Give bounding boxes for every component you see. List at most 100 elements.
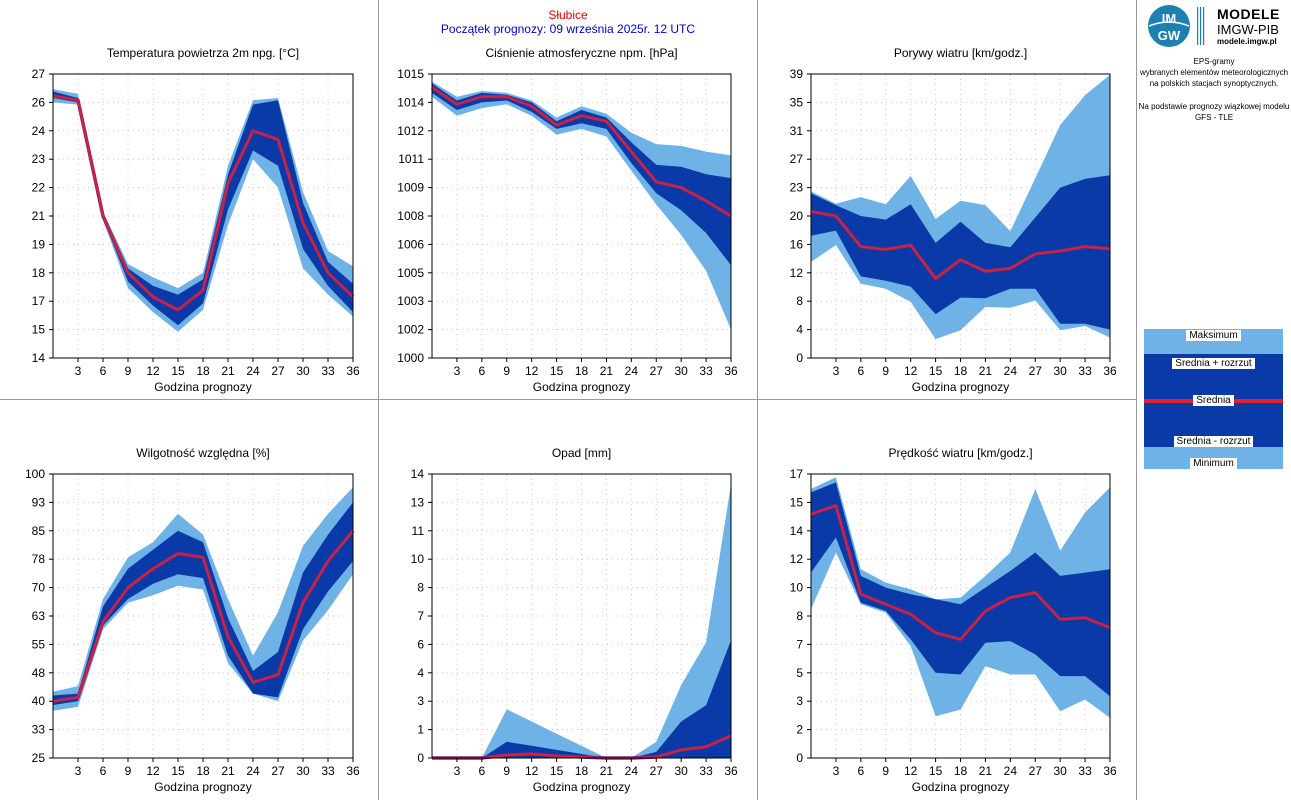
humidity-xtick-label: 24 xyxy=(246,764,260,778)
gusts-ytick-label: 4 xyxy=(796,323,803,337)
gusts-xtick-label: 36 xyxy=(1103,364,1117,378)
wind-mean-line xyxy=(810,504,1111,641)
gusts-xlabel: Godzina prognozy xyxy=(912,380,1009,394)
humidity-ytick-label: 40 xyxy=(32,694,46,708)
temp-xtick-label: 3 xyxy=(75,364,82,378)
pressure-ytick-label: 1006 xyxy=(397,237,424,251)
charts-canvas: Temperatura powietrza 2m npg. [°C]141517… xyxy=(0,0,1137,800)
humidity-xtick-label: 3 xyxy=(75,764,82,778)
pressure-ytick-label: 1009 xyxy=(397,181,424,195)
humidity-ytick-label: 63 xyxy=(32,609,46,623)
humidity-xtick-label: 27 xyxy=(271,764,285,778)
gusts-xtick-label: 30 xyxy=(1053,364,1067,378)
humidity-xtick-label: 36 xyxy=(346,764,360,778)
precip-xtick-label: 24 xyxy=(625,764,639,778)
gusts-mean-line xyxy=(810,210,1111,280)
pressure-xlabel: Godzina prognozy xyxy=(533,380,630,394)
desc-line-3: na polskich stacjach synoptycznych. xyxy=(1149,79,1279,88)
temp-ytick-label: 17 xyxy=(32,294,46,308)
temp-xtick-label: 9 xyxy=(125,364,132,378)
desc-line-5: Na podstawie prognozy wiązkowej modelu xyxy=(1138,102,1290,111)
wind-xtick-label: 24 xyxy=(1004,764,1018,778)
gusts-ytick-label: 39 xyxy=(790,67,804,81)
logo-url[interactable]: modele.imgw.pl xyxy=(1217,37,1277,46)
gusts-ytick-label: 23 xyxy=(790,181,804,195)
temp-xtick-label: 24 xyxy=(246,364,260,378)
wind-ytick-label: 2 xyxy=(796,723,803,737)
wind-xtick-label: 36 xyxy=(1103,764,1117,778)
temp-ytick-label: 18 xyxy=(32,266,46,280)
gusts-xtick-label: 15 xyxy=(929,364,943,378)
wind-ytick-label: 14 xyxy=(790,524,804,538)
wind-xtick-label: 6 xyxy=(857,764,864,778)
pressure-xtick-label: 9 xyxy=(503,364,510,378)
precip-xtick-label: 9 xyxy=(503,764,510,778)
gusts-xtick-label: 9 xyxy=(882,364,889,378)
precip-ytick-label: 0 xyxy=(417,751,424,765)
pressure-ytick-label: 1014 xyxy=(397,95,424,109)
precip-xtick-label: 21 xyxy=(600,764,614,778)
humidity-ytick-label: 70 xyxy=(32,581,46,595)
header: Słubice Początek prognozy: 09 września 2… xyxy=(380,8,756,36)
legend-label-min: Minimum xyxy=(1144,458,1283,469)
humidity-xtick-label: 21 xyxy=(221,764,235,778)
temp-mean-line xyxy=(52,94,354,311)
humidity-xtick-label: 33 xyxy=(321,764,335,778)
pressure-xtick-label: 36 xyxy=(724,364,738,378)
temp-xtick-label: 33 xyxy=(321,364,335,378)
gusts-xtick-label: 24 xyxy=(1004,364,1018,378)
wind-ytick-label: 12 xyxy=(790,552,804,566)
wind-xtick-label: 27 xyxy=(1029,764,1043,778)
wind-ytick-label: 17 xyxy=(790,467,804,481)
humidity-xtick-label: 15 xyxy=(171,764,185,778)
temp-ytick-label: 22 xyxy=(32,181,46,195)
humidity-ytick-label: 33 xyxy=(32,723,46,737)
gusts-xtick-label: 21 xyxy=(979,364,993,378)
pressure-xtick-label: 3 xyxy=(454,364,461,378)
humidity-ytick-label: 93 xyxy=(32,495,46,509)
wind-xtick-label: 3 xyxy=(833,764,840,778)
precip-ytick-label: 7 xyxy=(417,609,424,623)
gusts-title: Porywy wiatru [km/godz.] xyxy=(894,46,1027,60)
wind-xtick-label: 9 xyxy=(882,764,889,778)
humidity-ytick-label: 48 xyxy=(32,666,46,680)
precip-ytick-label: 4 xyxy=(417,666,424,680)
precip-xtick-label: 27 xyxy=(650,764,664,778)
humidity-ytick-label: 55 xyxy=(32,637,46,651)
precip-title: Opad [mm] xyxy=(552,446,611,460)
precip-xlabel: Godzina prognozy xyxy=(533,780,630,794)
wind-ytick-label: 15 xyxy=(790,495,804,509)
pressure-ytick-label: 1000 xyxy=(397,351,424,365)
gusts-ytick-label: 0 xyxy=(796,351,803,365)
precip-xtick-label: 36 xyxy=(724,764,738,778)
temp-xlabel: Godzina prognozy xyxy=(154,380,251,394)
precip-xtick-label: 15 xyxy=(550,764,564,778)
legend-label-max: Maksimum xyxy=(1144,330,1283,341)
pressure-xtick-label: 18 xyxy=(575,364,589,378)
pressure-xtick-label: 6 xyxy=(478,364,485,378)
wind-xtick-label: 30 xyxy=(1053,764,1067,778)
precip-xtick-label: 6 xyxy=(478,764,485,778)
humidity-title: Wilgotność względna [%] xyxy=(136,446,269,460)
temp-ytick-label: 24 xyxy=(32,124,46,138)
temp-ytick-label: 19 xyxy=(32,237,46,251)
gusts-xtick-label: 6 xyxy=(857,364,864,378)
gusts-xtick-label: 33 xyxy=(1078,364,1092,378)
temp-ytick-label: 23 xyxy=(32,152,46,166)
gusts-ytick-label: 12 xyxy=(790,266,804,280)
pressure-ytick-label: 1011 xyxy=(398,152,424,166)
legend: Maksimum Średnia + rozrzut Średnia Średn… xyxy=(1144,329,1283,469)
pressure-xtick-label: 21 xyxy=(600,364,614,378)
temp-ytick-label: 26 xyxy=(32,95,46,109)
wind-spread-band xyxy=(811,482,1110,697)
gusts-xtick-label: 12 xyxy=(904,364,918,378)
temp-ytick-label: 27 xyxy=(32,67,46,81)
temp-xtick-label: 30 xyxy=(296,364,310,378)
humidity-mean-line xyxy=(52,530,354,703)
temp-xtick-label: 36 xyxy=(346,364,360,378)
wind-ytick-label: 5 xyxy=(796,666,803,680)
humidity-ytick-label: 100 xyxy=(25,467,45,481)
desc-line-1: EPS-gramy xyxy=(1193,57,1235,66)
gusts-xtick-label: 27 xyxy=(1029,364,1043,378)
temp-xtick-label: 18 xyxy=(196,364,210,378)
